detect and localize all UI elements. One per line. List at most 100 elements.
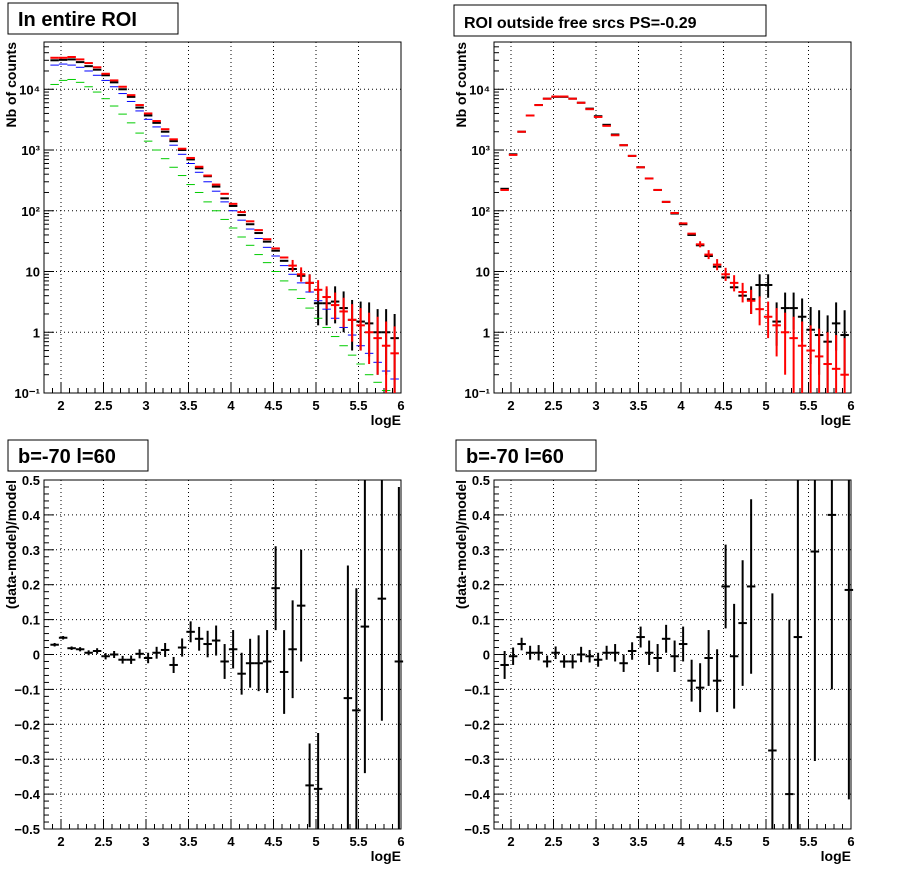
- chart-title-box: [7, 2, 179, 35]
- x-tick-label: 5.5: [349, 398, 367, 413]
- x-tick-label: 3.5: [179, 834, 197, 849]
- axis-ticks: [493, 479, 852, 830]
- x-axis-label: logE: [371, 412, 401, 428]
- plot-frame: [493, 41, 852, 394]
- chart-panel-1: 2 2.5 3 3.5 4 4.5 5 5.5 6 10⁻¹ 1 10 10² 10³ 10⁴ logE Nb …: [3, 2, 405, 428]
- y-tick-label: 0.2: [472, 578, 490, 593]
- y-tick-label: 10³: [21, 143, 40, 158]
- y-tick-label: 10⁴: [19, 82, 40, 97]
- grid: [44, 42, 402, 394]
- y-tick-label: 0.4: [472, 508, 491, 523]
- y-tick-label: 0.3: [472, 543, 490, 558]
- y-tick-label: 10²: [21, 204, 40, 219]
- y-tick-label: −0.3: [464, 752, 490, 767]
- y-tick-label: 0: [483, 648, 490, 663]
- x-tick-label: 6: [397, 398, 404, 413]
- y-tick-label: 10³: [471, 143, 490, 158]
- y-tick-label: 0.4: [22, 508, 41, 523]
- x-tick-label: 6: [847, 834, 854, 849]
- chart-title-box: [453, 4, 767, 37]
- plot-frame: [43, 41, 402, 394]
- x-tick-label: 4: [227, 398, 235, 413]
- grid: [494, 42, 852, 394]
- y-tick-label: 1: [483, 325, 490, 340]
- x-tick-label: 2.5: [544, 834, 562, 849]
- x-tick-label: 4: [677, 398, 685, 413]
- x-tick-label: 2.5: [544, 398, 562, 413]
- chart-title: ROI outside free srcs PS=-0.29: [464, 15, 697, 32]
- x-tick-label: 2.5: [94, 834, 112, 849]
- x-tick-label: 2: [507, 398, 514, 413]
- y-tick-label: 0.2: [22, 578, 40, 593]
- chart-title-box: [7, 439, 149, 472]
- y-tick-label: −0.1: [464, 682, 490, 697]
- series-3: [50, 78, 391, 391]
- y-tick-label: 0: [33, 648, 40, 663]
- y-tick-label: 10⁻¹: [14, 386, 40, 401]
- series-1: [500, 480, 854, 829]
- series-1: [500, 95, 849, 393]
- axis-ticks: [493, 41, 852, 394]
- x-tick-label: 3.5: [629, 398, 647, 413]
- series-4: [50, 55, 399, 393]
- x-tick-label: 5: [312, 398, 319, 413]
- y-tick-label: 1: [33, 325, 40, 340]
- y-tick-label: −0.5: [464, 822, 490, 837]
- y-tick-label: −0.3: [14, 752, 40, 767]
- y-axis-label: (data-model)/model: [3, 480, 19, 609]
- x-tick-label: 3: [142, 834, 149, 849]
- y-tick-label: 10²: [471, 204, 490, 219]
- x-tick-label: 5.5: [349, 834, 367, 849]
- x-tick-label: 4: [677, 834, 685, 849]
- x-tick-label: 5: [762, 834, 769, 849]
- x-tick-label: 2: [57, 398, 64, 413]
- chart-title: In entire ROI: [18, 9, 137, 31]
- y-axis-label: Nb of counts: [453, 42, 469, 128]
- y-tick-label: 0.1: [472, 613, 490, 628]
- series-1: [50, 58, 399, 393]
- y-tick-label: −0.4: [14, 787, 40, 802]
- y-tick-label: −0.5: [14, 822, 40, 837]
- x-tick-label: 3: [592, 834, 599, 849]
- x-tick-label: 3: [142, 398, 149, 413]
- x-axis-label: logE: [821, 848, 851, 864]
- y-tick-label: 10: [26, 265, 40, 280]
- y-tick-label: −0.2: [14, 717, 40, 732]
- axis-ticks: [43, 41, 402, 394]
- x-tick-label: 5: [312, 834, 319, 849]
- x-axis-label: logE: [821, 412, 851, 428]
- plot-frame: [493, 479, 852, 830]
- x-tick-label: 4: [227, 834, 235, 849]
- y-axis-label: (data-model)/model: [453, 480, 469, 609]
- x-tick-label: 5: [762, 398, 769, 413]
- y-tick-label: 10⁴: [469, 82, 490, 97]
- y-tick-label: −0.2: [464, 717, 490, 732]
- x-tick-label: 4.5: [714, 398, 732, 413]
- chart-title: b=-70 l=60: [466, 446, 564, 468]
- chart-panel-2: 2 2.5 3 3.5 4 4.5 5 5.5 6 10⁻¹ 1 10 10² 10³ 10⁴ logE Nb …: [453, 4, 855, 428]
- x-tick-label: 5.5: [799, 834, 817, 849]
- y-tick-label: 10⁻¹: [464, 386, 490, 401]
- series-2: [500, 95, 849, 393]
- chart-title-box: [455, 439, 597, 472]
- y-tick-label: 0.5: [22, 473, 40, 488]
- series-2: [50, 63, 399, 380]
- chart-title: b=-70 l=60: [18, 446, 116, 468]
- x-axis-label: logE: [371, 848, 401, 864]
- chart-panel-4: 2 2.5 3 3.5 4 4.5 5 5.5 6 −0.5 −0.4 −0.3 −0.2 −0.1 0 0.…: [453, 439, 855, 864]
- x-tick-label: 2: [507, 834, 514, 849]
- y-tick-label: −0.4: [464, 787, 490, 802]
- x-tick-label: 6: [847, 398, 854, 413]
- x-tick-label: 4.5: [714, 834, 732, 849]
- chart-panel-3: 2 2.5 3 3.5 4 4.5 5 5.5 6 −0.5 −0.4 −0.3 −0.2 −0.1 0 0.…: [3, 439, 405, 864]
- x-tick-label: 5.5: [799, 398, 817, 413]
- y-tick-label: −0.1: [14, 682, 40, 697]
- x-tick-label: 3.5: [629, 834, 647, 849]
- x-tick-label: 3: [592, 398, 599, 413]
- y-axis-label: Nb of counts: [3, 42, 19, 128]
- plot-frame: [43, 479, 402, 830]
- x-tick-label: 2.5: [94, 398, 112, 413]
- x-tick-label: 6: [397, 834, 404, 849]
- y-tick-label: 0.1: [22, 613, 40, 628]
